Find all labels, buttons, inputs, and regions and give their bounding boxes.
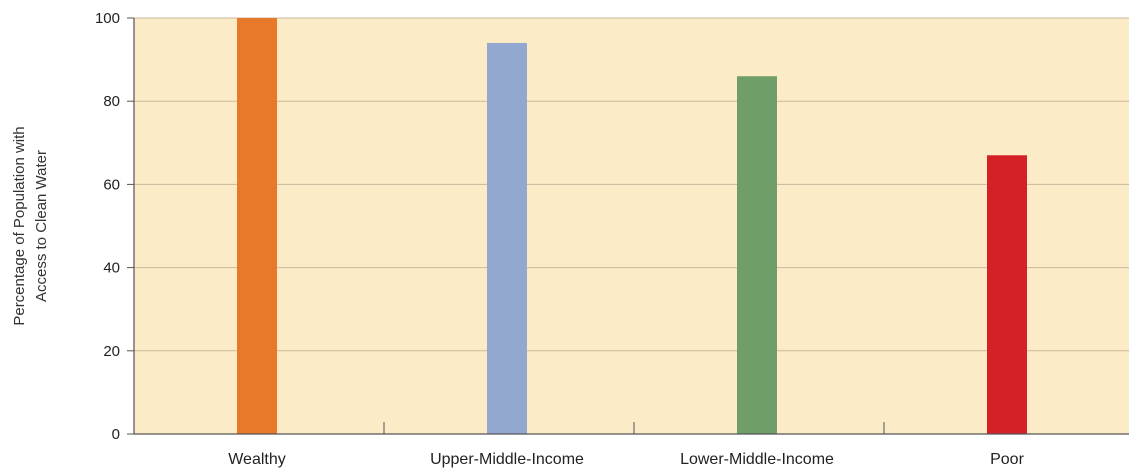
x-category-label: Upper-Middle-Income — [430, 451, 584, 468]
axes — [127, 17, 1129, 435]
y-tick-label: 40 — [103, 260, 120, 277]
x-category-label: Lower-Middle-Income — [680, 451, 834, 468]
y-tick-label: 20 — [103, 343, 120, 360]
y-axis-title-line-1: Percentage of Population with — [11, 126, 28, 325]
plot-background — [134, 18, 1129, 434]
bar-poor — [987, 155, 1027, 434]
bar-upper-middle-income — [487, 42, 527, 435]
y-tick-labels: 0 20 40 60 80 100 — [95, 10, 120, 443]
x-category-label: Poor — [990, 451, 1024, 468]
gridlines — [134, 17, 1129, 352]
x-category-labels: Wealthy Upper-Middle-Income Lower-Middle-I… — [228, 451, 1024, 468]
y-tick-label: 60 — [103, 176, 120, 193]
bar-lower-middle-income — [737, 76, 777, 435]
y-tick-label: 100 — [95, 10, 120, 27]
y-tick-label: 80 — [103, 93, 120, 110]
bars — [237, 18, 1027, 435]
y-axis-title-line-2: Access to Clean Water — [33, 150, 50, 302]
y-tick-label: 0 — [112, 426, 120, 443]
bar-wealthy — [237, 18, 277, 434]
x-category-label: Wealthy — [228, 451, 286, 468]
